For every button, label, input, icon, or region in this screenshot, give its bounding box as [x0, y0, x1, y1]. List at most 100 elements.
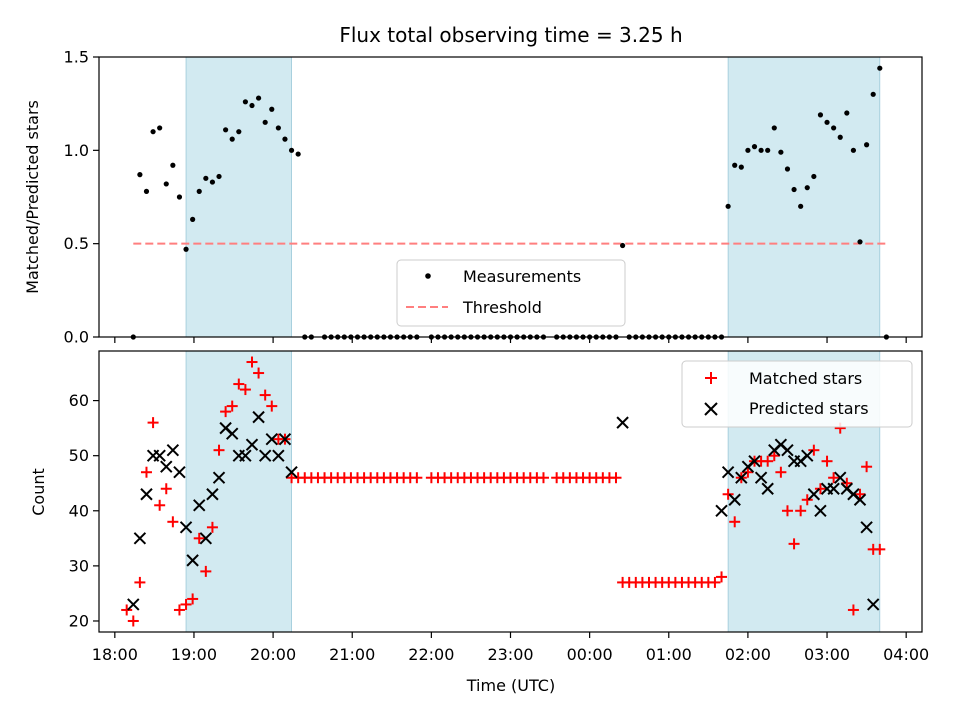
- measurement-point: [844, 110, 850, 116]
- matched-star-point: [411, 472, 423, 484]
- top-legend: Measurements Threshold: [396, 259, 626, 327]
- matched-star-point: [167, 516, 179, 528]
- predicted-star-point: [814, 504, 827, 517]
- measurement-point: [262, 119, 268, 125]
- matched-star-point: [847, 604, 859, 616]
- measurement-point: [784, 166, 791, 172]
- measurement-point: [857, 239, 863, 245]
- matched-star-point: [788, 538, 800, 550]
- measurement-point: [877, 65, 883, 71]
- measurement-point: [850, 147, 857, 153]
- matched-star-point: [121, 604, 133, 616]
- chart-title: Flux total observing time = 3.25 h: [339, 23, 682, 47]
- matched-star-point: [801, 494, 813, 506]
- measurements-legend-label: Measurements: [463, 267, 581, 286]
- matched-star-point: [140, 466, 152, 478]
- predicted-star-point: [166, 443, 180, 457]
- predicted-star-point: [285, 466, 298, 479]
- matched-star-point: [775, 466, 787, 478]
- matched-star-point: [259, 389, 271, 401]
- measurement-point: [837, 134, 843, 140]
- predicted-star-point: [278, 432, 292, 446]
- predicted-star-point: [186, 554, 199, 567]
- matched-star-point: [266, 400, 278, 412]
- measurement-point: [223, 127, 229, 133]
- measurement-point: [620, 242, 626, 249]
- matched-star-point: [781, 505, 793, 517]
- predicted-star-point: [781, 443, 794, 457]
- matched-star-point: [768, 450, 780, 462]
- predicted-star-point: [728, 493, 741, 506]
- predicted-star-point: [212, 471, 226, 484]
- measurement-point: [236, 129, 242, 135]
- y-tick-label: 50: [69, 446, 89, 465]
- matched-star-point: [808, 444, 820, 456]
- x-tick-label: 03:00: [804, 645, 850, 664]
- matched-star-point: [610, 472, 622, 484]
- measurement-point: [216, 173, 222, 180]
- measurement-point: [817, 112, 824, 118]
- measurement-point: [157, 125, 163, 131]
- matched-star-point: [233, 378, 245, 390]
- matched-star-point: [154, 499, 166, 511]
- matched-star-point: [814, 483, 826, 495]
- measurement-point: [150, 129, 156, 135]
- x-tick-label: 02:00: [725, 645, 771, 664]
- measurement-point: [163, 181, 169, 187]
- y-tick-label: 30: [69, 556, 89, 575]
- matched-star-point: [239, 384, 251, 396]
- measurement-point: [732, 162, 738, 168]
- matched-star-point: [762, 455, 774, 467]
- measurement-point: [275, 125, 281, 131]
- measurement-point: [725, 203, 731, 209]
- predicted-star-point: [133, 532, 147, 545]
- predicted-star-point: [807, 488, 821, 501]
- y-tick-label: 20: [69, 611, 89, 630]
- matched-star-point: [147, 417, 159, 429]
- measurement-point: [738, 164, 744, 170]
- matched-stars-legend-marker: [705, 372, 717, 384]
- predicted-stars-points: [127, 410, 880, 611]
- matched-star-point: [180, 598, 192, 610]
- predicted-stars-legend-label: Predicted stars: [749, 399, 869, 418]
- matched-star-point: [716, 571, 728, 583]
- matched-star-point: [226, 400, 238, 412]
- predicted-star-point: [245, 438, 259, 451]
- measurement-point: [824, 119, 830, 125]
- measurement-point: [196, 188, 202, 194]
- matched-star-point: [841, 477, 853, 489]
- predicted-star-point: [272, 449, 285, 462]
- predicted-star-point: [761, 482, 774, 495]
- top-legend-box: [396, 259, 626, 327]
- predicted-star-point: [160, 460, 173, 473]
- predicted-star-point: [754, 471, 768, 484]
- matched-star-point: [127, 615, 139, 627]
- measurement-point: [229, 136, 235, 142]
- measurement-point: [831, 125, 837, 131]
- bottom-x-ticks: 18:00 19:00 20:00 21:00 22:00 23:00 00:00 01:00…: [92, 632, 929, 664]
- measurement-point: [203, 175, 209, 181]
- measurement-point: [811, 173, 817, 180]
- matched-star-point: [828, 472, 840, 484]
- bottom-legend-box: [681, 360, 913, 428]
- matched-star-point: [821, 455, 833, 467]
- matched-star-point: [246, 356, 258, 368]
- matched-star-point: [253, 367, 265, 379]
- measurement-point: [282, 136, 288, 142]
- matched-star-point: [173, 604, 185, 616]
- measurement-point: [870, 91, 876, 97]
- top-shaded-intervals: [185, 56, 881, 338]
- top-panel: 0.0 0.5 1.0 1.5 Matched/Predicted stars Mea…: [23, 48, 923, 347]
- matched-star-point: [537, 472, 549, 484]
- measurement-point: [209, 179, 216, 185]
- predicted-star-point: [834, 471, 847, 484]
- predicted-star-point: [860, 521, 873, 534]
- x-tick-label: 01:00: [646, 645, 692, 664]
- measurement-point: [176, 194, 183, 200]
- measurement-point: [190, 216, 196, 222]
- x-tick-label: 19:00: [171, 645, 217, 664]
- y-tick-label: 60: [69, 391, 89, 410]
- matched-star-point: [193, 532, 205, 544]
- x-tick-label: 00:00: [567, 645, 613, 664]
